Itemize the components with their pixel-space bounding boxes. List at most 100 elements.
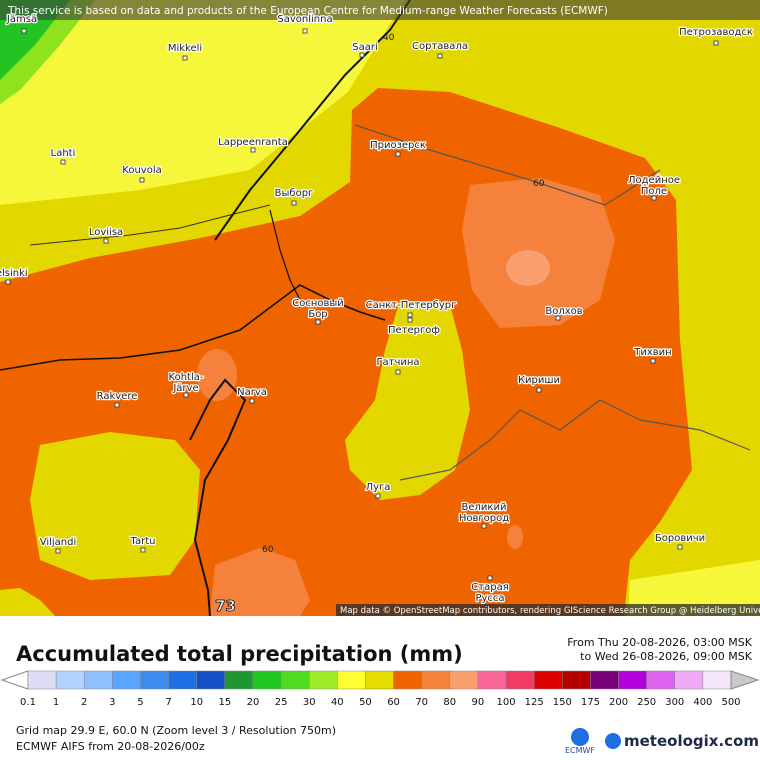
place-dot [302, 28, 308, 34]
place-label: Приозерск [370, 140, 426, 151]
place-line: Петергоф [388, 325, 440, 336]
scale-low [0, 670, 29, 690]
scale-label: 2 [81, 697, 87, 708]
place-dot [650, 358, 656, 364]
place-label: Loviisa [89, 227, 123, 238]
scale-box [280, 670, 310, 690]
coast [29, 204, 271, 246]
place-line: Кириши [518, 375, 560, 386]
place-label: Кириши [518, 375, 560, 386]
place-line: Rakvere [97, 391, 138, 402]
scale-label: 400 [693, 697, 712, 708]
border [189, 378, 247, 617]
border [0, 284, 386, 371]
scale-box [533, 670, 563, 690]
place-line: Mikkeli [168, 43, 202, 54]
contour-label: 60 [262, 545, 274, 555]
place-label: Лодейное Поле [628, 175, 680, 197]
attribution-bg [336, 604, 760, 616]
banner: This service is based on data and produc… [7, 5, 608, 17]
place-label: Петрозаводск [679, 27, 753, 38]
place-dot [21, 28, 27, 34]
banner-bg [0, 0, 760, 20]
place-label: Kouvola [122, 165, 161, 176]
place-line: Луга [366, 482, 391, 493]
place-dot [182, 55, 188, 61]
region-line [354, 124, 661, 206]
place-label: Rakvere [97, 391, 138, 402]
place-dot [437, 53, 443, 59]
place-label: Сосновый Бор [292, 298, 344, 320]
border [214, 0, 411, 241]
title: Accumulated total precipitation (mm) [16, 642, 463, 666]
scale-label: 50 [359, 697, 372, 708]
place-label: Viljandi [40, 537, 77, 548]
place-label: Великий Новгород [459, 502, 509, 524]
scale-box [224, 670, 254, 690]
place-line: Поле [641, 186, 667, 197]
place-dot [481, 523, 487, 529]
grid-info: Grid map 29.9 E, 60.0 N (Zoom level 3 / … [16, 724, 336, 737]
scale-box [27, 670, 57, 690]
place-line: Санкт-Петербург [366, 300, 457, 311]
scale-box [702, 670, 732, 690]
scale-label: 40 [331, 697, 344, 708]
scale-label: 90 [472, 697, 485, 708]
place-line: Сосновый [292, 298, 344, 309]
place-line: Jämsä [6, 14, 37, 25]
scale-label: 20 [247, 697, 260, 708]
scale-label: 5 [137, 697, 143, 708]
place-line: Выборг [275, 188, 314, 199]
place-line: Järve [172, 383, 198, 394]
place-dot [407, 317, 413, 323]
place-line: Kohtla- [169, 372, 204, 383]
place-dot [249, 398, 255, 404]
scale-label: 7 [165, 697, 171, 708]
scale-box [618, 670, 647, 690]
scale-box [55, 670, 85, 690]
scale-box [365, 670, 394, 690]
place-dot [315, 319, 321, 325]
place-line: Великий [462, 502, 507, 513]
place-line: Narva [237, 387, 267, 398]
place-dot [713, 40, 719, 46]
place-label: Lahti [51, 148, 76, 159]
place-line: Viljandi [40, 537, 77, 548]
scale-box [168, 670, 197, 690]
meteologix-icon [605, 733, 621, 749]
scale-box [674, 670, 704, 690]
zone-yellow-se [628, 560, 760, 616]
place-line: Loviisa [89, 227, 123, 238]
scale-box [196, 670, 226, 690]
place-dot [250, 147, 256, 153]
scale-label: 0.1 [20, 697, 36, 708]
place-dot [536, 387, 542, 393]
place-line: Kouvola [122, 165, 161, 176]
scale-box [337, 670, 366, 690]
scale-box [421, 670, 451, 690]
zone-lightorange-dot [507, 525, 523, 549]
place-label: Saari [352, 42, 378, 53]
scale-box [83, 670, 113, 690]
scale-box [252, 670, 282, 690]
place-line: Тихвин [633, 347, 671, 358]
place-label: Петергоф [388, 325, 440, 336]
place-label: Волхов [545, 306, 582, 317]
scale-label: 100 [496, 697, 515, 708]
place-line: Бор [308, 309, 327, 320]
place-label: Старая Русса [471, 582, 508, 604]
place-dot [375, 493, 381, 499]
scale-box [112, 670, 141, 690]
from-date: From Thu 20-08-2026, 03:00 MSK [567, 636, 752, 649]
scale-label: 500 [721, 697, 740, 708]
scale-label: 10 [190, 697, 203, 708]
place-line: Русса [475, 593, 504, 604]
zone-peach [506, 250, 550, 286]
place-dot [5, 279, 11, 285]
scale-label: 80 [443, 697, 456, 708]
place-line: Сортавала [412, 41, 468, 52]
place-dot [395, 369, 401, 375]
logo-right: meteologix.com [624, 732, 759, 750]
map: This service is based on data and produc… [0, 0, 760, 617]
place-label: Mikkeli [168, 43, 202, 54]
